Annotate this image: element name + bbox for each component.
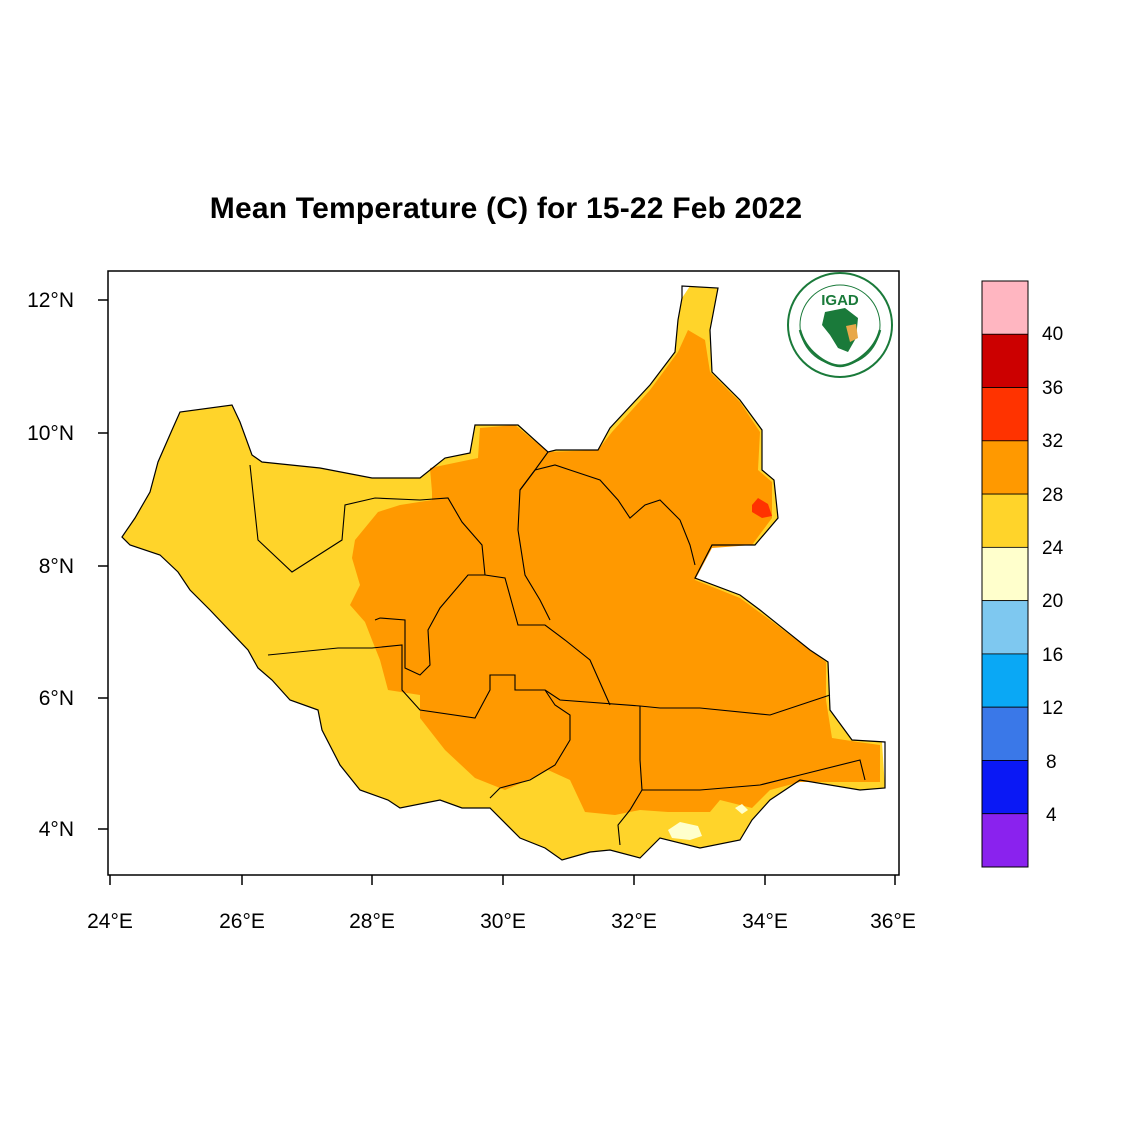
map-title: Mean Temperature (C) for 15-22 Feb 2022 xyxy=(209,192,803,225)
colorbar-swatch xyxy=(981,387,1029,442)
colorbar-label: 20 xyxy=(1042,591,1063,612)
colorbar-swatch xyxy=(981,760,1029,815)
igad-logo-icon: IGAD xyxy=(787,272,893,378)
x-tick-label: 32°E xyxy=(611,910,657,933)
x-tick-label: 24°E xyxy=(87,910,133,933)
colorbar-swatch xyxy=(981,333,1029,388)
y-tick-label: 12°N xyxy=(27,289,74,312)
y-tick-label: 8°N xyxy=(39,555,74,578)
colorbar-label: 32 xyxy=(1042,431,1063,452)
colorbar-label: 40 xyxy=(1042,324,1063,345)
colorbar-label: 16 xyxy=(1042,645,1063,666)
very-hot-spot xyxy=(752,498,772,518)
y-axis-ticks xyxy=(98,299,108,830)
x-tick-label: 28°E xyxy=(349,910,395,933)
mild-patch-2 xyxy=(735,804,748,814)
y-tick-label: 6°N xyxy=(39,687,74,710)
colorbar-swatch xyxy=(981,440,1029,495)
colorbar-swatch xyxy=(981,546,1029,602)
colorbar xyxy=(981,280,1029,868)
colorbar-swatch xyxy=(981,493,1029,548)
x-tick-label: 26°E xyxy=(219,910,265,933)
colorbar-label: 8 xyxy=(1046,752,1057,773)
x-tick-label: 36°E xyxy=(870,910,916,933)
y-tick-label: 4°N xyxy=(39,818,74,841)
colorbar-swatch xyxy=(981,706,1029,761)
x-tick-label: 34°E xyxy=(742,910,788,933)
logo-text: IGAD xyxy=(821,292,859,309)
colorbar-swatch xyxy=(981,600,1029,655)
x-tick-label: 30°E xyxy=(480,910,526,933)
colorbar-swatch xyxy=(981,280,1029,335)
colorbar-swatch xyxy=(981,813,1029,868)
colorbar-label: 36 xyxy=(1042,378,1063,399)
colorbar-label: 4 xyxy=(1046,805,1057,826)
colorbar-label: 12 xyxy=(1042,698,1063,719)
hot-region xyxy=(350,330,880,815)
country-border xyxy=(121,285,886,861)
colorbar-swatch xyxy=(981,653,1029,708)
state-boundaries xyxy=(249,451,866,846)
mild-patch xyxy=(668,822,702,840)
colorbar-label: 28 xyxy=(1042,485,1063,506)
x-axis-ticks xyxy=(109,875,896,885)
y-tick-label: 10°N xyxy=(27,422,74,445)
colorbar-label: 24 xyxy=(1042,538,1064,559)
